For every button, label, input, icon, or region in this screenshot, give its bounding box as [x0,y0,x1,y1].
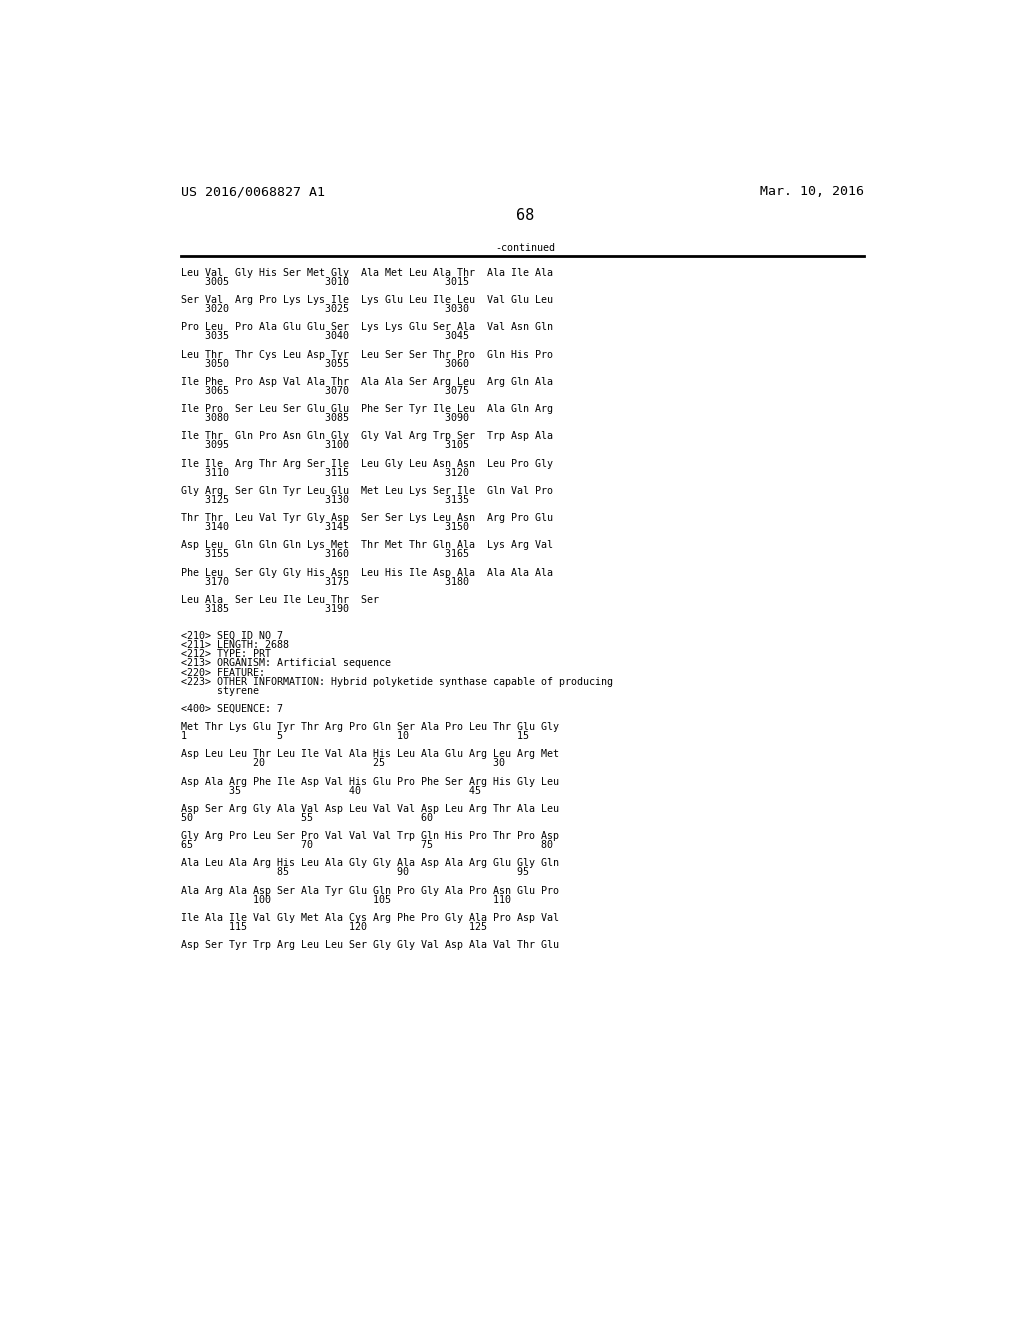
Text: 3095                3100                3105: 3095 3100 3105 [180,441,469,450]
Text: <212> TYPE: PRT: <212> TYPE: PRT [180,649,270,660]
Text: 35                  40                  45: 35 40 45 [180,785,480,796]
Text: 3170                3175                3180: 3170 3175 3180 [180,577,469,586]
Text: Met Thr Lys Glu Tyr Thr Arg Pro Gln Ser Ala Pro Leu Thr Glu Gly: Met Thr Lys Glu Tyr Thr Arg Pro Gln Ser … [180,722,559,733]
Text: Asp Ser Tyr Trp Arg Leu Leu Ser Gly Gly Val Asp Ala Val Thr Glu: Asp Ser Tyr Trp Arg Leu Leu Ser Gly Gly … [180,940,559,950]
Text: 3125                3130                3135: 3125 3130 3135 [180,495,469,504]
Text: Leu Val  Gly His Ser Met Gly  Ala Met Leu Ala Thr  Ala Ile Ala: Leu Val Gly His Ser Met Gly Ala Met Leu … [180,268,553,277]
Text: -continued: -continued [495,243,555,253]
Text: US 2016/0068827 A1: US 2016/0068827 A1 [180,185,325,198]
Text: 85                  90                  95: 85 90 95 [180,867,528,878]
Text: <210> SEQ ID NO 7: <210> SEQ ID NO 7 [180,631,283,642]
Text: 3005                3010                3015: 3005 3010 3015 [180,277,469,286]
Text: Phe Leu  Ser Gly Gly His Asn  Leu His Ile Asp Ala  Ala Ala Ala: Phe Leu Ser Gly Gly His Asn Leu His Ile … [180,568,553,578]
Text: <400> SEQUENCE: 7: <400> SEQUENCE: 7 [180,704,283,714]
Text: Ala Leu Ala Arg His Leu Ala Gly Gly Ala Asp Ala Arg Glu Gly Gln: Ala Leu Ala Arg His Leu Ala Gly Gly Ala … [180,858,559,869]
Text: 100                 105                 110: 100 105 110 [180,895,511,904]
Text: Asp Ala Arg Phe Ile Asp Val His Glu Pro Phe Ser Arg His Gly Leu: Asp Ala Arg Phe Ile Asp Val His Glu Pro … [180,776,559,787]
Text: <220> FEATURE:: <220> FEATURE: [180,668,264,677]
Text: Ala Arg Ala Asp Ser Ala Tyr Glu Gln Pro Gly Ala Pro Asn Glu Pro: Ala Arg Ala Asp Ser Ala Tyr Glu Gln Pro … [180,886,559,895]
Text: styrene: styrene [180,685,259,696]
Text: Gly Arg Pro Leu Ser Pro Val Val Val Trp Gln His Pro Thr Pro Asp: Gly Arg Pro Leu Ser Pro Val Val Val Trp … [180,832,559,841]
Text: 3185                3190: 3185 3190 [180,605,349,614]
Text: 3155                3160                3165: 3155 3160 3165 [180,549,469,560]
Text: 50                  55                  60: 50 55 60 [180,813,433,822]
Text: 68: 68 [516,209,534,223]
Text: Ile Ile  Arg Thr Arg Ser Ile  Leu Gly Leu Asn Asn  Leu Pro Gly: Ile Ile Arg Thr Arg Ser Ile Leu Gly Leu … [180,458,553,469]
Text: Pro Leu  Pro Ala Glu Glu Ser  Lys Lys Glu Ser Ala  Val Asn Gln: Pro Leu Pro Ala Glu Glu Ser Lys Lys Glu … [180,322,553,333]
Text: Asp Ser Arg Gly Ala Val Asp Leu Val Val Asp Leu Arg Thr Ala Leu: Asp Ser Arg Gly Ala Val Asp Leu Val Val … [180,804,559,814]
Text: 3110                3115                3120: 3110 3115 3120 [180,467,469,478]
Text: 1               5                   10                  15: 1 5 10 15 [180,731,528,741]
Text: Thr Thr  Leu Val Tyr Gly Asp  Ser Ser Lys Leu Asn  Arg Pro Glu: Thr Thr Leu Val Tyr Gly Asp Ser Ser Lys … [180,513,553,523]
Text: Ile Phe  Pro Asp Val Ala Thr  Ala Ala Ser Arg Leu  Arg Gln Ala: Ile Phe Pro Asp Val Ala Thr Ala Ala Ser … [180,376,553,387]
Text: 3020                3025                3030: 3020 3025 3030 [180,304,469,314]
Text: 3050                3055                3060: 3050 3055 3060 [180,359,469,368]
Text: Asp Leu Leu Thr Leu Ile Val Ala His Leu Ala Glu Arg Leu Arg Met: Asp Leu Leu Thr Leu Ile Val Ala His Leu … [180,750,559,759]
Text: 3035                3040                3045: 3035 3040 3045 [180,331,469,342]
Text: Ser Val  Arg Pro Lys Lys Ile  Lys Glu Leu Ile Leu  Val Glu Leu: Ser Val Arg Pro Lys Lys Ile Lys Glu Leu … [180,294,553,305]
Text: Ile Pro  Ser Leu Ser Glu Glu  Phe Ser Tyr Ile Leu  Ala Gln Arg: Ile Pro Ser Leu Ser Glu Glu Phe Ser Tyr … [180,404,553,414]
Text: Mar. 10, 2016: Mar. 10, 2016 [760,185,864,198]
Text: Ile Ala Ile Val Gly Met Ala Cys Arg Phe Pro Gly Ala Pro Asp Val: Ile Ala Ile Val Gly Met Ala Cys Arg Phe … [180,913,559,923]
Text: Ile Thr  Gln Pro Asn Gln Gly  Gly Val Arg Trp Ser  Trp Asp Ala: Ile Thr Gln Pro Asn Gln Gly Gly Val Arg … [180,432,553,441]
Text: <223> OTHER INFORMATION: Hybrid polyketide synthase capable of producing: <223> OTHER INFORMATION: Hybrid polyketi… [180,677,612,686]
Text: 20                  25                  30: 20 25 30 [180,759,505,768]
Text: 3065                3070                3075: 3065 3070 3075 [180,385,469,396]
Text: 3080                3085                3090: 3080 3085 3090 [180,413,469,424]
Text: 3140                3145                3150: 3140 3145 3150 [180,523,469,532]
Text: 115                 120                 125: 115 120 125 [180,921,486,932]
Text: 65                  70                  75                  80: 65 70 75 80 [180,840,553,850]
Text: Asp Leu  Gln Gln Gln Lys Met  Thr Met Thr Gln Ala  Lys Arg Val: Asp Leu Gln Gln Gln Lys Met Thr Met Thr … [180,540,553,550]
Text: Leu Ala  Ser Leu Ile Leu Thr  Ser: Leu Ala Ser Leu Ile Leu Thr Ser [180,595,379,605]
Text: <211> LENGTH: 2688: <211> LENGTH: 2688 [180,640,289,651]
Text: Leu Thr  Thr Cys Leu Asp Tyr  Leu Ser Ser Thr Pro  Gln His Pro: Leu Thr Thr Cys Leu Asp Tyr Leu Ser Ser … [180,350,553,359]
Text: Gly Arg  Ser Gln Tyr Leu Glu  Met Leu Lys Ser Ile  Gln Val Pro: Gly Arg Ser Gln Tyr Leu Glu Met Leu Lys … [180,486,553,496]
Text: <213> ORGANISM: Artificial sequence: <213> ORGANISM: Artificial sequence [180,659,391,668]
